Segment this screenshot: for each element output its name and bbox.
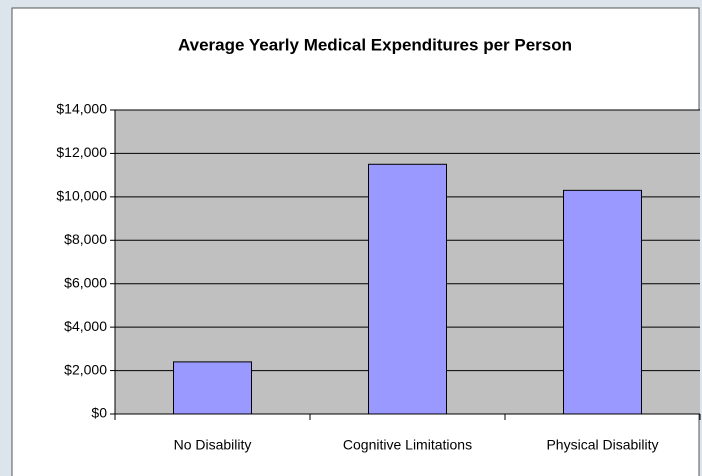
x-tick-label: No Disability	[174, 437, 252, 453]
y-tick-label: $4,000	[64, 318, 107, 334]
y-tick-label: $0	[91, 405, 107, 421]
chart-title: Average Yearly Medical Expenditures per …	[178, 35, 572, 54]
y-tick-label: $14,000	[56, 101, 107, 117]
x-tick-label: Physical Disability	[546, 437, 658, 453]
x-tick-label: Cognitive Limitations	[343, 437, 472, 453]
bar	[173, 361, 252, 415]
bar	[563, 189, 642, 415]
y-tick-label: $8,000	[64, 231, 107, 247]
y-tick-label: $12,000	[56, 144, 107, 160]
y-tick-label: $6,000	[64, 274, 107, 290]
bar	[368, 163, 447, 415]
y-tick-label: $10,000	[56, 188, 107, 204]
y-tick-label: $2,000	[64, 361, 107, 377]
